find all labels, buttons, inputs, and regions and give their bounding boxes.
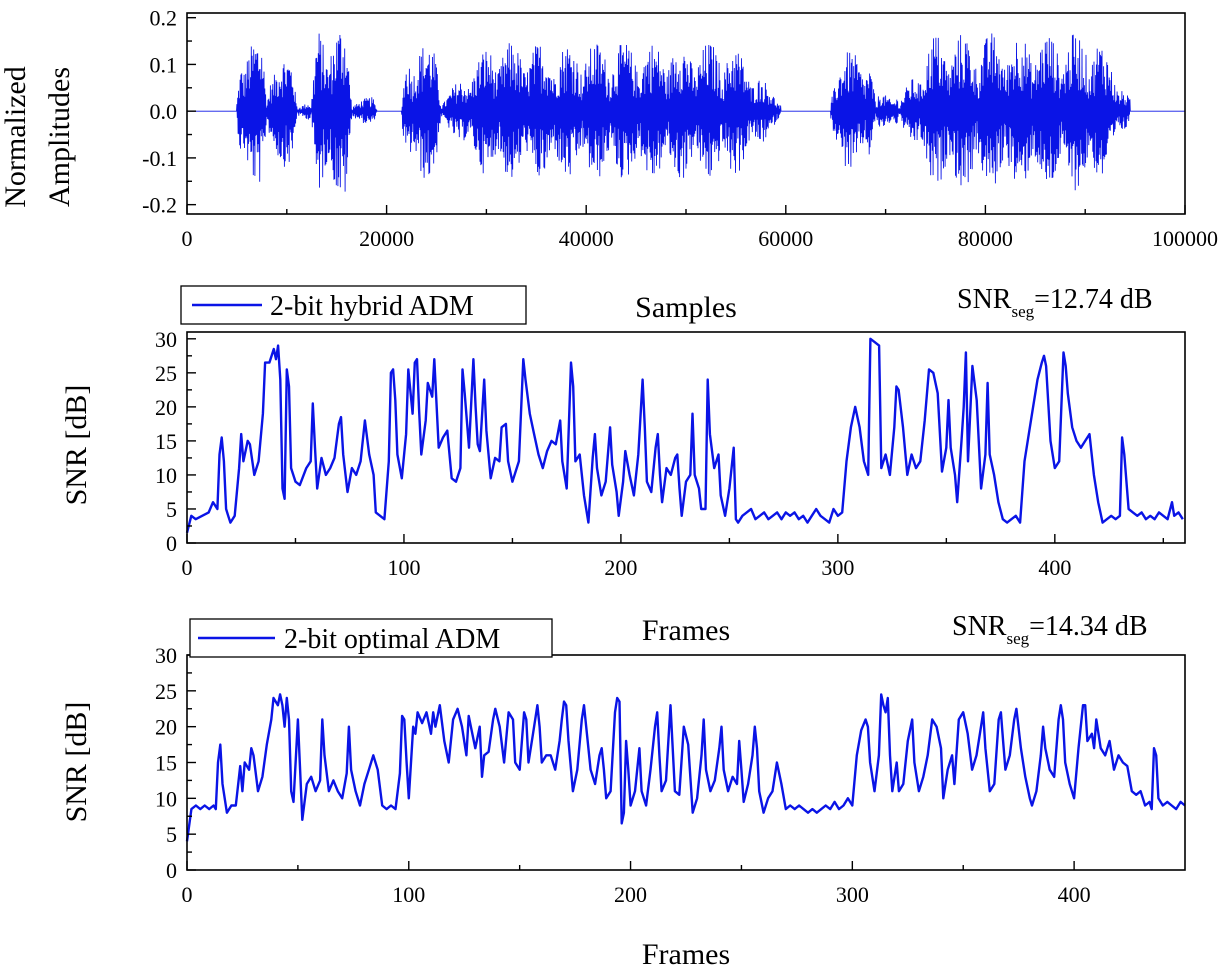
waveform-series — [187, 33, 1185, 192]
x-tick-label: 100 — [392, 882, 425, 907]
y-tick-label: -0.2 — [142, 193, 177, 218]
x-tick-label: 200 — [604, 555, 637, 580]
x-tick-label: 0 — [182, 882, 193, 907]
hybrid-xlabel: Frames — [642, 614, 730, 647]
hybrid-snr-panel: 0 100 200 300 400 0 5 10 15 20 25 30 SNR [dB] 2-bit… — [60, 284, 1186, 647]
y-tick-label: 30 — [155, 643, 177, 668]
x-tick-label: 400 — [1038, 555, 1071, 580]
optimal-xlabel: Frames — [642, 938, 730, 971]
hybrid-snrseg-annotation: SNRseg=12.74 dB — [957, 284, 1153, 321]
y-tick-label: 10 — [155, 463, 177, 488]
x-tick-label: 60000 — [758, 226, 813, 251]
y-tick-label: 0 — [166, 531, 177, 556]
y-tick-label: 25 — [155, 679, 177, 704]
x-tick-label: 80000 — [958, 226, 1013, 251]
optimal-legend-label: 2-bit optimal ADM — [284, 624, 500, 655]
y-tick-label: 25 — [155, 361, 177, 386]
optimal-legend: 2-bit optimal ADM — [189, 618, 553, 658]
y-tick-label: 15 — [155, 429, 177, 454]
x-tick-label: 400 — [1058, 882, 1091, 907]
hybrid-legend-label: 2-bit hybrid ADM — [270, 291, 474, 322]
waveform-ylabel-line1: Normalized — [0, 66, 32, 208]
optimal-ylabel: SNR [dB] — [60, 702, 93, 823]
x-tick-label: 100 — [387, 555, 420, 580]
x-tick-label: 40000 — [559, 226, 614, 251]
y-tick-label: 15 — [155, 751, 177, 776]
y-tick-label: 0.0 — [150, 99, 178, 124]
y-tick-label: 20 — [155, 715, 177, 740]
hybrid-adm-series — [185, 337, 1184, 534]
x-tick-label: 300 — [821, 555, 854, 580]
y-tick-label: 0 — [166, 858, 177, 883]
optimal-snr-panel: 0 100 200 300 400 0 5 10 15 20 25 30 SNR [dB] 2-bit… — [60, 611, 1186, 971]
hybrid-ticks: 0 100 200 300 400 0 5 10 15 20 25 30 — [155, 327, 1165, 580]
waveform-xlabel: Samples — [635, 291, 737, 324]
y-tick-label: 5 — [166, 822, 177, 847]
optimal-snrseg-annotation: SNRseg=14.34 dB — [952, 611, 1148, 648]
hybrid-ylabel: SNR [dB] — [60, 385, 93, 506]
y-tick-label: 20 — [155, 395, 177, 420]
hybrid-legend: 2-bit hybrid ADM — [180, 285, 527, 325]
y-tick-label: 0.2 — [150, 6, 178, 31]
optimal-plot-frame — [186, 654, 1186, 871]
x-tick-label: 0 — [182, 555, 193, 580]
optimal-adm-series — [185, 693, 1186, 842]
y-tick-label: 5 — [166, 497, 177, 522]
x-tick-label: 100000 — [1152, 226, 1218, 251]
x-tick-label: 300 — [836, 882, 869, 907]
x-tick-label: 0 — [182, 226, 193, 251]
x-tick-label: 20000 — [359, 226, 414, 251]
x-tick-label: 200 — [614, 882, 647, 907]
waveform-panel: 0 20000 40000 60000 80000 100000 0.2 0.1 0.0 -0.1… — [0, 6, 1218, 324]
y-tick-label: 30 — [155, 327, 177, 352]
waveform-ticks: 0 20000 40000 60000 80000 100000 0.2 0.1 0.0 -0.1… — [142, 6, 1218, 251]
hybrid-plot-frame — [186, 331, 1186, 544]
y-tick-label: 10 — [155, 786, 177, 811]
waveform-ylabel-line2: Amplitudes — [43, 67, 76, 207]
y-tick-label: 0.1 — [150, 52, 178, 77]
y-tick-label: -0.1 — [142, 146, 177, 171]
